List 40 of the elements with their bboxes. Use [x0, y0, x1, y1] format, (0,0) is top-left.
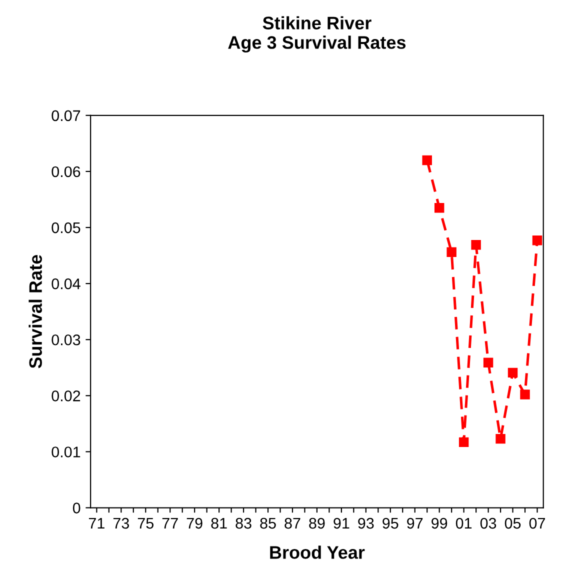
x-tick-label: 01	[456, 518, 472, 529]
y-axis-title: Survival Rate	[28, 254, 42, 368]
x-tick-label: 89	[309, 518, 325, 529]
x-tick-label: 73	[113, 518, 129, 529]
y-tick-label: 0.05	[52, 222, 80, 234]
x-tick-label: 87	[284, 518, 300, 529]
x-axis-title: Brood Year	[270, 546, 365, 559]
point	[483, 358, 494, 368]
point	[508, 368, 518, 378]
x-tick-label: 93	[358, 518, 374, 529]
x-tick-label: 75	[138, 518, 154, 529]
x-tick-label: 97	[407, 518, 423, 529]
point	[471, 240, 481, 250]
x-tick-label: 07	[529, 518, 545, 529]
x-tick-label: 85	[260, 518, 276, 529]
y-tick-label: 0.04	[52, 278, 80, 290]
point	[532, 236, 542, 246]
y-tick-label: 0.01	[52, 446, 80, 458]
x-tick-label: 83	[236, 518, 252, 529]
y-tick-label: 0.06	[52, 166, 80, 178]
y-tick-label: 0	[72, 502, 80, 514]
x-tick-label: 03	[480, 518, 496, 529]
y-tick-label: 0.07	[52, 110, 80, 122]
x-tick-label: 79	[186, 518, 202, 529]
point	[434, 203, 444, 213]
point	[422, 155, 432, 166]
x-tick-label: 77	[162, 518, 178, 529]
point	[458, 437, 469, 448]
x-tick-label: 99	[432, 518, 448, 529]
point	[446, 247, 456, 258]
x-tick-label: 71	[88, 518, 104, 529]
x-tick-label: 81	[211, 518, 227, 529]
point	[496, 434, 506, 444]
point	[520, 390, 530, 400]
y-tick-label: 0.02	[52, 390, 80, 402]
chart-title: Stikine River Age 3 Survival Rates	[228, 16, 406, 53]
x-tick-label: 05	[504, 518, 521, 529]
y-tick-label: 0.03	[52, 334, 80, 346]
x-tick-label: 95	[382, 518, 398, 529]
x-tick-label: 91	[334, 518, 350, 529]
